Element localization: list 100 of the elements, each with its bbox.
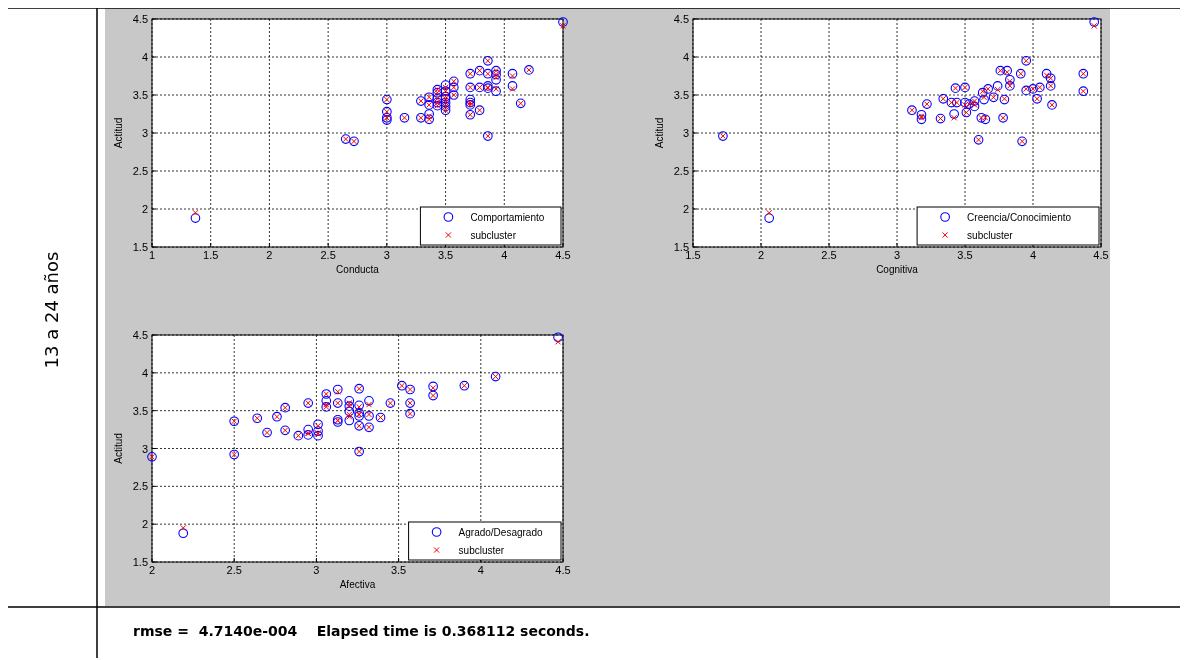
point: [509, 72, 516, 80]
text: rmse = 4.7140e-004 Elapsed time is 0.368112 seconds.: [133, 623, 590, 639]
point: [916, 109, 927, 120]
legend-label: Agrado/Desagrado: [458, 527, 543, 538]
point: [764, 213, 775, 223]
y-tick-label: 3: [682, 127, 689, 139]
point: [916, 114, 927, 125]
x-tick-label: 3: [313, 564, 320, 576]
x-tick-label: 4.5: [555, 249, 571, 261]
y-tick-label: 4.5: [132, 13, 148, 25]
y-tick-label: 4: [141, 366, 148, 379]
point: [507, 81, 518, 91]
x-tick-label: 4: [1029, 249, 1037, 261]
point: [979, 94, 989, 105]
point: [1091, 22, 1098, 29]
x-tick-label: 4: [501, 249, 508, 261]
x-tick-label: 3.5: [957, 249, 973, 261]
legend-label: Creencia/Conocimiento: [967, 212, 1072, 223]
legend-label: subcluster: [470, 230, 517, 241]
y-tick-label: 2.5: [673, 165, 689, 177]
y-tick-label: 3.5: [673, 89, 689, 101]
point: [980, 114, 991, 125]
point: [313, 426, 323, 436]
point: [1089, 17, 1100, 27]
x-tick-label: 4.5: [555, 564, 571, 576]
x-tick-label: 3: [893, 249, 901, 261]
y-tick-label: 1.5: [132, 241, 148, 253]
y-tick-label: 4.5: [673, 13, 689, 25]
point: [554, 338, 562, 345]
point: [949, 109, 959, 119]
point: [1006, 78, 1013, 85]
x-tick-label: 3: [383, 249, 390, 261]
point: [1041, 68, 1052, 79]
x-tick-label: 2: [266, 249, 273, 261]
point: [178, 528, 189, 539]
point: [344, 406, 355, 417]
y-tick-label: 4.5: [132, 329, 148, 341]
y-tick-label: 2: [682, 203, 689, 215]
legend-label: subcluster: [458, 545, 505, 556]
x-tick-label: 1.5: [203, 249, 219, 261]
point: [192, 209, 199, 216]
point: [559, 22, 567, 29]
text: 13 a 24 años: [41, 251, 62, 369]
point: [344, 415, 355, 426]
point: [180, 524, 187, 532]
y-tick-label: 2.5: [132, 165, 148, 177]
point: [980, 94, 988, 101]
y-tick-label: 2.5: [132, 480, 148, 493]
point: [321, 395, 332, 406]
point: [507, 68, 518, 79]
point: [553, 332, 563, 343]
y-tick-label: 3: [141, 442, 148, 455]
point: [346, 400, 353, 407]
y-tick-label: 2: [141, 518, 148, 531]
point: [766, 209, 773, 216]
y-tick-label: 1.5: [132, 556, 148, 568]
point: [313, 430, 323, 441]
x-tick-label: 3.5: [437, 249, 454, 261]
point: [303, 424, 314, 435]
x-tick-label: 2.5: [226, 564, 242, 576]
y-tick-label: 3: [141, 127, 148, 139]
point: [424, 109, 434, 119]
x-axis-title: Cognitiva: [876, 264, 919, 275]
point: [1043, 72, 1050, 79]
y-tick-label: 4: [141, 51, 148, 63]
point: [365, 401, 373, 408]
point: [969, 101, 980, 112]
point: [491, 74, 501, 85]
point: [961, 101, 969, 108]
y-tick-label: 2: [141, 203, 148, 215]
legend-label: subcluster: [967, 230, 1014, 241]
y-axis-title: Actitud: [113, 433, 124, 464]
x-tick-label: 2.5: [320, 249, 336, 261]
point: [982, 114, 989, 121]
point: [190, 213, 201, 223]
point: [558, 17, 568, 27]
x-axis-title: Conducta: [336, 264, 380, 275]
point: [994, 86, 1001, 93]
y-axis-title: Actitud: [113, 117, 124, 149]
x-tick-label: 3.5: [390, 564, 407, 576]
x-axis-title: Afectiva: [339, 579, 376, 590]
point: [492, 85, 500, 93]
x-tick-label: 2: [757, 249, 765, 261]
point: [334, 388, 341, 395]
y-tick-label: 3.5: [132, 89, 148, 101]
point: [426, 113, 433, 120]
y-tick-label: 3.5: [132, 404, 148, 417]
point: [364, 395, 374, 406]
y-axis-title: Actitud: [654, 117, 665, 149]
point: [1005, 74, 1015, 85]
point: [951, 114, 958, 121]
point: [1002, 65, 1013, 76]
x-tick-label: 4: [477, 564, 484, 576]
point: [440, 80, 451, 90]
y-tick-label: 4: [682, 51, 689, 63]
point: [344, 395, 355, 406]
point: [960, 97, 970, 108]
x-tick-label: 1: [148, 249, 156, 261]
legend-label: Comportamiento: [470, 212, 545, 223]
point: [509, 85, 516, 93]
